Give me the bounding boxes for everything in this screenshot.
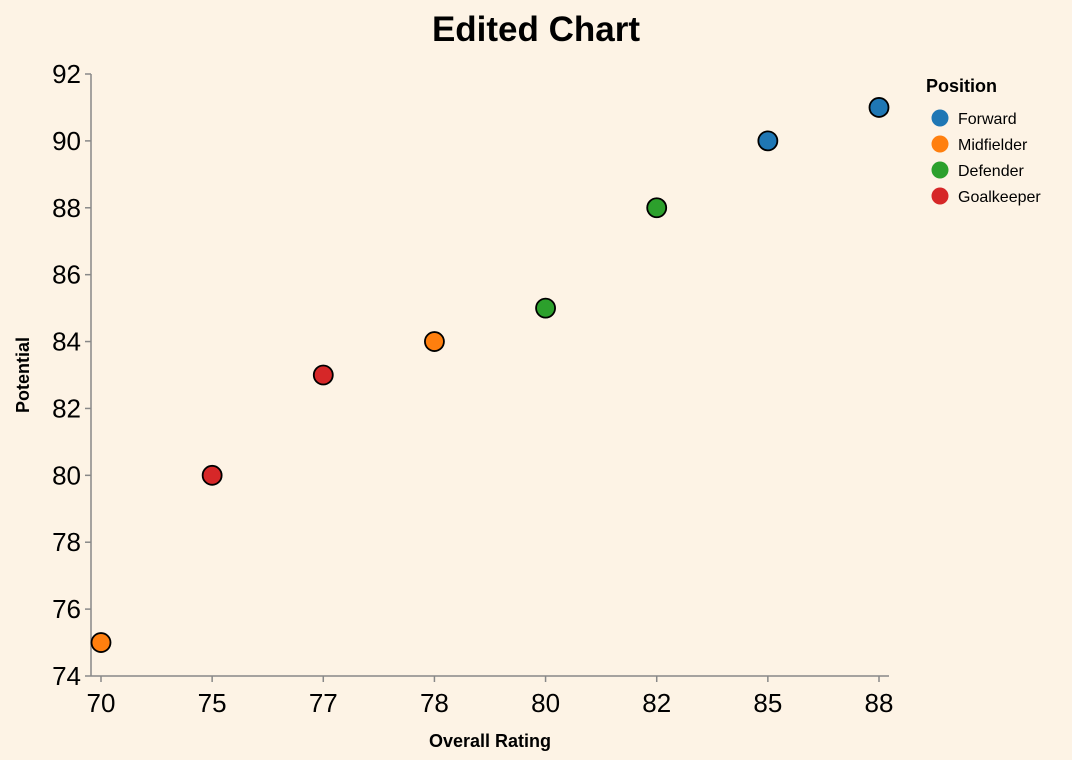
- y-tick-label: 90: [52, 126, 81, 156]
- y-tick-label: 78: [52, 527, 81, 557]
- x-tick-label: 78: [420, 688, 449, 718]
- x-tick-label: 82: [642, 688, 671, 718]
- legend: Position Forward Midfielder Defender Goalke…: [926, 76, 1041, 206]
- y-tick-label: 76: [52, 594, 81, 624]
- x-tick-label: 80: [531, 688, 560, 718]
- x-tick-label: 85: [753, 688, 782, 718]
- x-tick-label: 77: [309, 688, 338, 718]
- chart-title: Edited Chart: [432, 10, 640, 49]
- y-tick-label: 80: [52, 460, 81, 490]
- y-tick-label: 84: [52, 327, 81, 357]
- legend-swatch: [931, 187, 949, 205]
- data-point: [868, 97, 890, 118]
- data-point: [757, 130, 779, 152]
- legend-swatch: [931, 135, 949, 153]
- data-point: [201, 464, 223, 486]
- data-point: [312, 364, 334, 386]
- legend-label: Defender: [958, 163, 1024, 180]
- legend-label: Forward: [958, 111, 1017, 128]
- legend-label: Midfielder: [958, 137, 1028, 154]
- legend-title: Position: [926, 76, 997, 96]
- data-point: [535, 297, 556, 319]
- data-point: [90, 632, 112, 653]
- x-tick-label: 75: [198, 688, 227, 718]
- x-tick-label: 70: [87, 688, 116, 718]
- data-point: [646, 197, 668, 219]
- y-tick-label: 74: [52, 661, 81, 691]
- legend-swatch: [931, 109, 949, 127]
- legend-swatch: [931, 161, 949, 179]
- y-axis-title: Potential: [13, 337, 33, 413]
- y-tick-label: 92: [52, 59, 81, 89]
- data-points: [90, 97, 890, 653]
- y-tick-label: 82: [52, 393, 81, 423]
- x-axis: 70 75 77 78 80 82 85 88: [87, 675, 894, 718]
- legend-label: Goalkeeper: [958, 189, 1041, 206]
- y-tick-label: 86: [52, 260, 81, 290]
- y-tick-label: 88: [52, 193, 81, 223]
- data-point: [424, 331, 445, 352]
- legend-entries: Forward Midfielder Defender Goalkeeper: [931, 109, 1041, 206]
- y-axis: 74 76 78 80 82 84 86 88 90 92: [52, 59, 92, 691]
- x-axis-title: Overall Rating: [429, 731, 551, 751]
- x-tick-label: 88: [865, 688, 894, 718]
